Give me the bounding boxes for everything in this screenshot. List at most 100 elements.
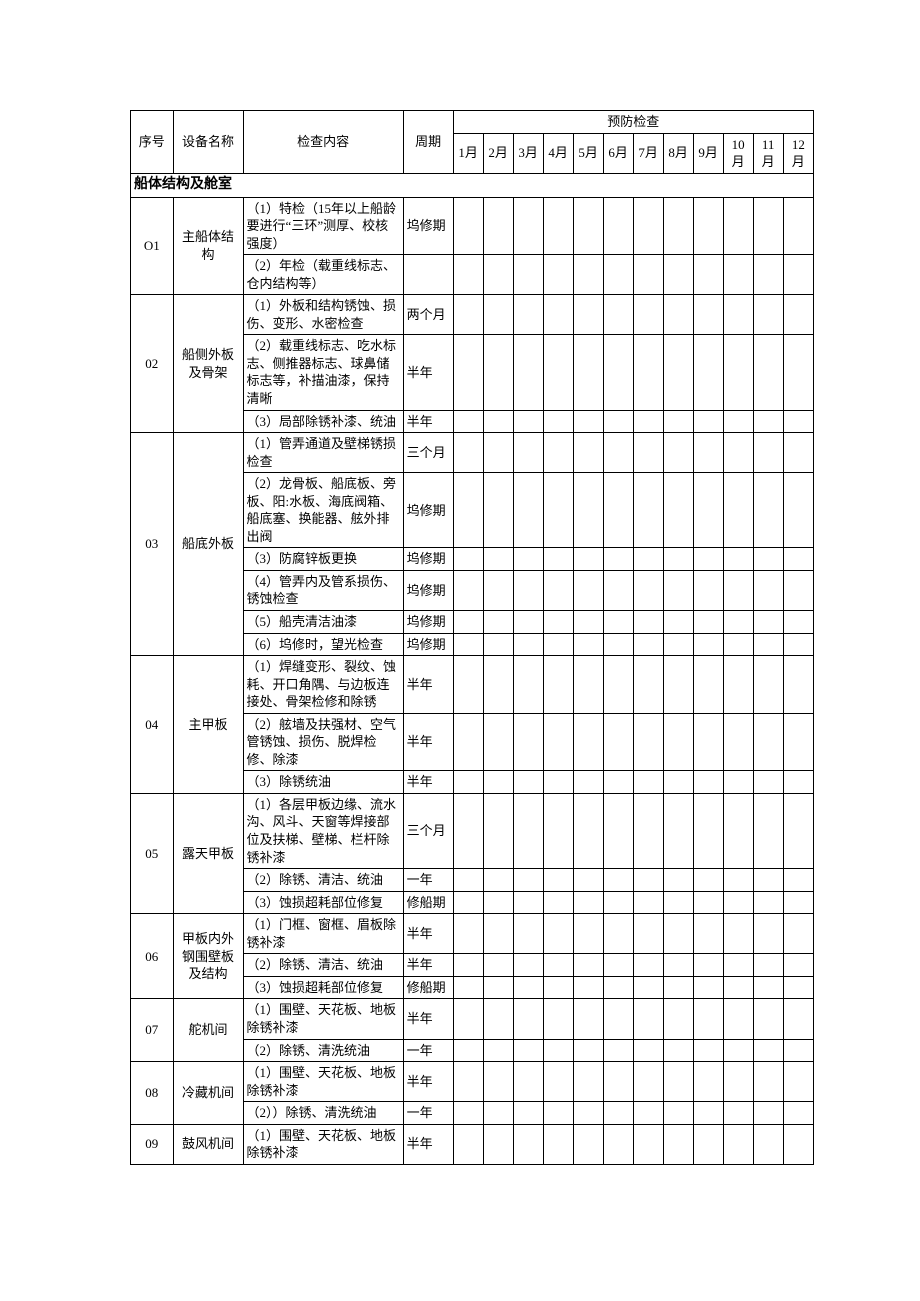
table-row: 09鼓风机间（1）围壁、天花板、地板除锈补漆半年 [131, 1124, 814, 1164]
cell-month [543, 954, 573, 977]
cell-month [663, 255, 693, 295]
cell-month [693, 976, 723, 999]
cell-month [723, 771, 753, 794]
cell-month [783, 976, 813, 999]
cell-month [783, 410, 813, 433]
cell-month [573, 410, 603, 433]
cell-month [783, 433, 813, 473]
cell-month [483, 1039, 513, 1062]
cell-period: 一年 [403, 869, 453, 892]
cell-month [513, 633, 543, 656]
cell-month [723, 570, 753, 610]
table-row: 07舵机间（1）围壁、天花板、地板除锈补漆半年 [131, 999, 814, 1039]
cell-month [483, 473, 513, 548]
cell-content: （2）除锈、清洗统油 [243, 1039, 403, 1062]
cell-month [723, 999, 753, 1039]
cell-content: （3）防腐锌板更换 [243, 548, 403, 571]
cell-month [633, 914, 663, 954]
cell-name: 船底外板 [173, 433, 243, 656]
cell-month [543, 295, 573, 335]
cell-month [633, 255, 663, 295]
cell-month [453, 633, 483, 656]
cell-month [633, 1102, 663, 1125]
cell-month [453, 1039, 483, 1062]
hdr-month-2: 2月 [483, 133, 513, 173]
cell-month [693, 255, 723, 295]
cell-month [663, 633, 693, 656]
hdr-month-4: 4月 [543, 133, 573, 173]
cell-month [513, 611, 543, 634]
cell-month [513, 570, 543, 610]
cell-month [543, 656, 573, 714]
table-row: 06甲板内外钢围壁板及结构（1）门框、窗框、眉板除锈补漆半年 [131, 914, 814, 954]
cell-name: 主甲板 [173, 656, 243, 794]
cell-month [513, 548, 543, 571]
cell-month [633, 335, 663, 410]
cell-month [483, 633, 513, 656]
hdr-name: 设备名称 [173, 111, 243, 174]
cell-content: （2）年检（载重线标志、仓内结构等） [243, 255, 403, 295]
hdr-seq: 序号 [131, 111, 174, 174]
cell-month [633, 713, 663, 771]
cell-month [453, 713, 483, 771]
cell-month [633, 793, 663, 868]
cell-content: （1）围壁、天花板、地板除锈补漆 [243, 1062, 403, 1102]
cell-month [783, 335, 813, 410]
cell-month [783, 255, 813, 295]
cell-month [603, 255, 633, 295]
cell-month [483, 999, 513, 1039]
cell-month [783, 611, 813, 634]
cell-month [663, 1039, 693, 1062]
cell-month [573, 1039, 603, 1062]
table-body: 序号设备名称检查内容周期预防检查1月2月3月4月5月6月7月8月9月10月11月… [131, 111, 814, 1165]
cell-month [663, 1124, 693, 1164]
cell-month [783, 656, 813, 714]
cell-period: 半年 [403, 335, 453, 410]
cell-month [603, 1062, 633, 1102]
cell-month [693, 295, 723, 335]
cell-month [723, 656, 753, 714]
cell-month [543, 1102, 573, 1125]
cell-month [783, 954, 813, 977]
cell-content: （2）除锈、清洁、统油 [243, 954, 403, 977]
cell-content: （2）除锈、清洁、统油 [243, 869, 403, 892]
cell-month [663, 1062, 693, 1102]
cell-seq: 04 [131, 656, 174, 794]
cell-month [753, 295, 783, 335]
cell-month [483, 793, 513, 868]
cell-month [573, 335, 603, 410]
cell-month [723, 1039, 753, 1062]
cell-month [453, 197, 483, 255]
cell-month [693, 1039, 723, 1062]
cell-name: 露天甲板 [173, 793, 243, 913]
cell-content: （3）局部除锈补漆、统油 [243, 410, 403, 433]
cell-month [693, 473, 723, 548]
cell-month [633, 976, 663, 999]
cell-month [483, 914, 513, 954]
cell-seq: 07 [131, 999, 174, 1062]
cell-period: 半年 [403, 410, 453, 433]
cell-month [663, 473, 693, 548]
cell-month [573, 914, 603, 954]
table-row: 03船底外板（1）管弄通道及壁梯锈损检查三个月 [131, 433, 814, 473]
cell-content: （2）龙骨板、船底板、旁板、阳:水板、海底阀箱、船底塞、换能器、舷外排出阀 [243, 473, 403, 548]
cell-month [453, 793, 483, 868]
cell-content: （1）围壁、天花板、地板除锈补漆 [243, 1124, 403, 1164]
cell-month [723, 410, 753, 433]
cell-month [603, 1124, 633, 1164]
cell-month [513, 433, 543, 473]
cell-seq: 02 [131, 295, 174, 433]
cell-content: （1）焊缝变形、裂纹、蚀耗、开口角隅、与边板连接处、骨架检修和除锈 [243, 656, 403, 714]
cell-content: （3）蚀损超耗部位修复 [243, 891, 403, 914]
cell-content: （6）坞修时，望光检查 [243, 633, 403, 656]
cell-month [513, 1039, 543, 1062]
cell-month [573, 793, 603, 868]
cell-month [453, 335, 483, 410]
hdr-month-6: 6月 [603, 133, 633, 173]
cell-month [663, 570, 693, 610]
cell-month [663, 433, 693, 473]
cell-month [543, 410, 573, 433]
cell-month [603, 295, 633, 335]
cell-month [453, 611, 483, 634]
cell-content: （2）舷墙及扶强材、空气管锈蚀、损伤、脱焊检修、除漆 [243, 713, 403, 771]
